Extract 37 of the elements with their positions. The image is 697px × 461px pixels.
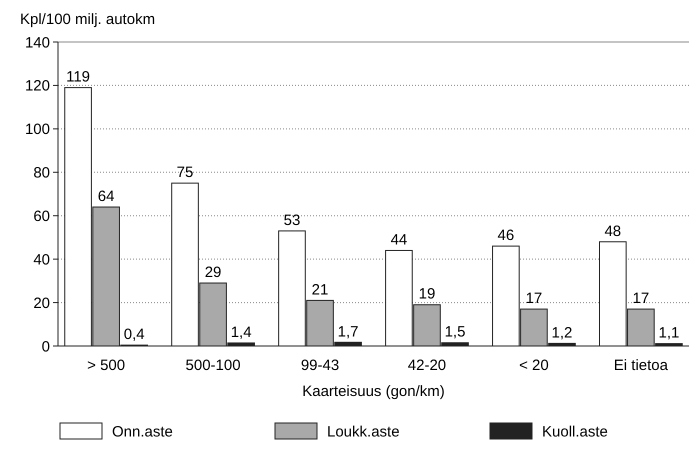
data-label: 119 xyxy=(66,68,90,86)
legend-label: Onn.aste xyxy=(112,423,173,440)
y-tick-label: 60 xyxy=(33,208,50,225)
data-label: 1,4 xyxy=(230,324,252,341)
data-label: 0,4 xyxy=(124,326,145,344)
data-label: 1,7 xyxy=(338,323,359,340)
legend-label: Kuoll.aste xyxy=(542,423,608,440)
data-label: 29 xyxy=(204,264,222,282)
x-tick-label: 500-100 xyxy=(186,357,241,374)
x-tick-label: < 20 xyxy=(519,357,549,374)
y-tick-label: 80 xyxy=(33,164,50,182)
data-label: 1,2 xyxy=(552,324,572,342)
data-label: 1,1 xyxy=(658,324,680,342)
legend-label: Loukk.aste xyxy=(327,423,400,440)
x-tick-label: 42-20 xyxy=(408,357,446,374)
y-tick-label: 140 xyxy=(24,34,50,52)
data-label: 19 xyxy=(418,286,436,303)
data-label: 53 xyxy=(284,212,300,229)
y-axis-title: Kpl/100 milj. autokm xyxy=(20,11,156,28)
y-tick-label: 40 xyxy=(33,251,50,268)
y-tick-label: 100 xyxy=(24,121,50,138)
x-axis-title: Kaarteisuus (gon/km) xyxy=(302,383,445,400)
x-tick-label: 99-43 xyxy=(300,357,340,374)
data-label: 46 xyxy=(498,227,514,244)
data-label: 17 xyxy=(526,290,542,308)
x-tick-label: > 500 xyxy=(87,357,126,374)
y-tick-label: 0 xyxy=(42,338,50,356)
x-tick-label: Ei tietoa xyxy=(614,357,669,374)
data-label: 75 xyxy=(176,164,194,182)
data-label: 64 xyxy=(98,188,114,206)
y-tick-label: 120 xyxy=(24,78,50,95)
data-label: 44 xyxy=(390,231,408,248)
data-label: 48 xyxy=(604,222,622,240)
data-label: 21 xyxy=(312,281,328,298)
data-label: 1,5 xyxy=(444,324,466,341)
y-tick-label: 20 xyxy=(33,294,50,312)
data-label: 17 xyxy=(632,290,650,308)
